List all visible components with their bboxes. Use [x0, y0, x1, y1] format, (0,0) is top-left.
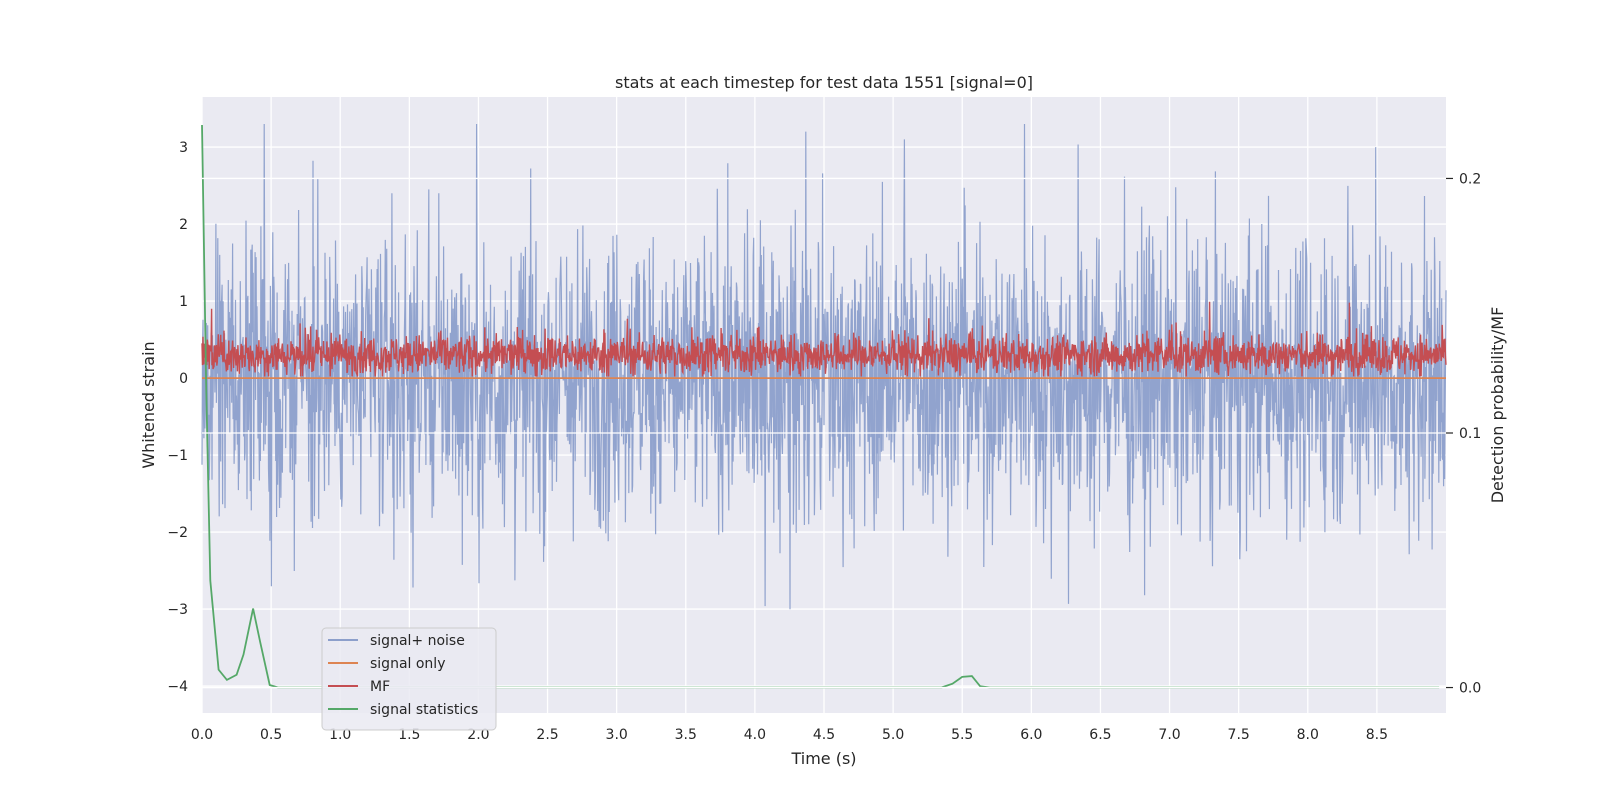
legend-box [321, 627, 497, 731]
series-mf [201, 301, 1447, 377]
x-tick-label: 5.0 [882, 727, 904, 743]
y2-tick-label: 0.0 [1459, 681, 1481, 697]
x-tick-label: 3.5 [675, 727, 697, 743]
legend-label: MF [370, 679, 390, 695]
x-tick-label: 7.0 [1158, 727, 1180, 743]
chart-title: stats at each timestep for test data 155… [615, 73, 1033, 92]
x-tick-label: 0.0 [191, 727, 213, 743]
x-tick-label: 4.0 [744, 727, 766, 743]
y-tick-label: −1 [167, 448, 188, 464]
x-tick-label: 2.0 [467, 727, 489, 743]
x-tick-label: 1.5 [398, 727, 420, 743]
y-tick-label: 2 [179, 217, 188, 233]
y-axis-left: 3 2 1 0 −1 −2 −3 −4 [167, 140, 188, 695]
x-tick-label: 4.5 [813, 727, 835, 743]
y-tick-label: −4 [167, 679, 188, 695]
x-tick-label: 8.5 [1366, 727, 1388, 743]
x-tick-label: 5.5 [951, 727, 973, 743]
y2-axis-title: Detection probability/MF [1488, 307, 1507, 504]
x-tick-label: 1.0 [329, 727, 351, 743]
legend-label: signal statistics [370, 702, 478, 718]
x-axis: 0.0 0.5 1.0 1.5 2.0 2.5 3.0 3.5 4.0 4.5 5.0 5.5 6.0 6… [191, 727, 1388, 743]
legend: signal+ noise signal only MF signal statist… [321, 627, 497, 731]
x-tick-label: 3.0 [606, 727, 628, 743]
legend-label: signal+ noise [370, 633, 465, 649]
y-tick-label: 1 [179, 294, 188, 310]
y-axis-title: Whitened strain [139, 341, 158, 468]
x-tick-label: 8.0 [1297, 727, 1319, 743]
x-tick-label: 6.0 [1020, 727, 1042, 743]
y-tick-label: −3 [167, 602, 188, 618]
y-tick-label: −2 [167, 525, 188, 541]
y2-tick-label: 0.2 [1459, 171, 1481, 187]
x-tick-label: 6.5 [1089, 727, 1111, 743]
y2-tick-label: 0.1 [1459, 426, 1481, 442]
y-tick-label: 0 [179, 371, 188, 387]
y-tick-label: 3 [179, 140, 188, 156]
legend-label: signal only [370, 656, 445, 672]
x-tick-label: 7.5 [1228, 727, 1250, 743]
x-tick-label: 2.5 [536, 727, 558, 743]
x-axis-title: Time (s) [790, 749, 856, 768]
x-tick-label: 0.5 [260, 727, 282, 743]
